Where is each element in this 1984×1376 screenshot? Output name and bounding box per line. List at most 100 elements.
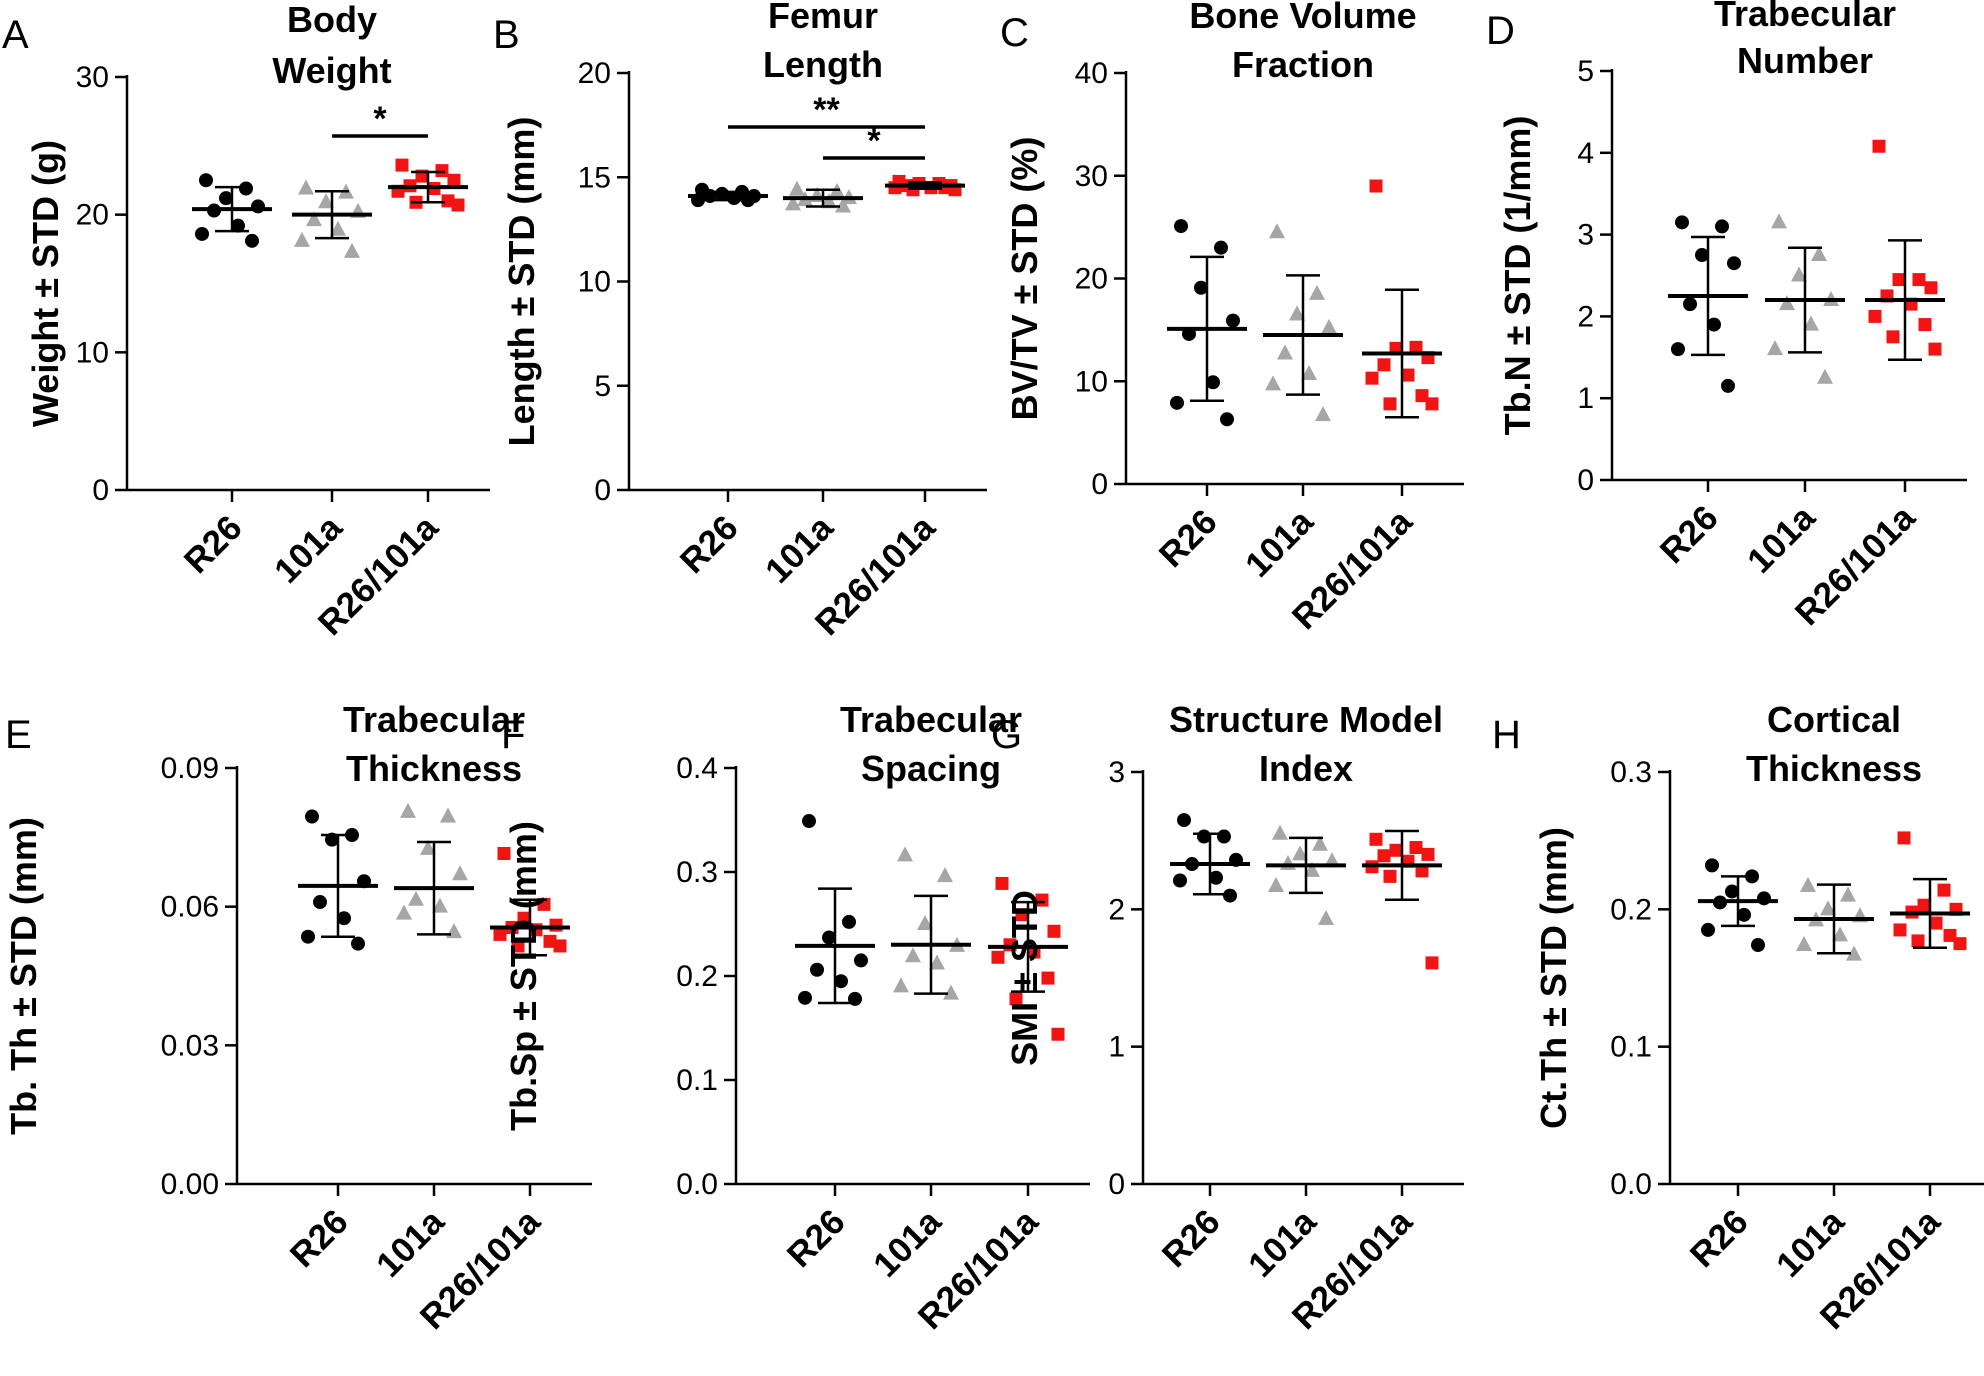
y-axis-label: Weight ± STD (g) — [25, 140, 66, 427]
panel-f: F Trabecular Spacing Tb.Sp ± STD (mm) 0.0 0.1… — [501, 699, 1090, 1337]
y-tick-label: 0.03 — [161, 1029, 219, 1062]
data-point — [1369, 179, 1383, 193]
data-point — [1425, 397, 1439, 411]
data-point — [1725, 884, 1739, 899]
data-point — [537, 897, 551, 911]
y-tick-label: 0 — [92, 474, 109, 507]
data-point — [440, 807, 456, 823]
data-point — [1409, 841, 1423, 855]
data-point — [995, 876, 1009, 890]
significance-label: * — [867, 122, 881, 160]
y-tick-label: 4 — [1577, 137, 1594, 170]
data-point — [798, 990, 812, 1005]
panel-title-line: Structure Model — [1169, 699, 1443, 740]
data-point — [888, 181, 902, 195]
panel-label: G — [991, 713, 1022, 757]
data-point — [1383, 869, 1397, 883]
y-tick-label: 0.1 — [676, 1064, 718, 1097]
data-point — [905, 947, 921, 963]
x-tick-label: R26 — [1683, 1202, 1756, 1275]
y-tick-label: 0.09 — [161, 752, 219, 785]
series-r26 — [1170, 813, 1250, 903]
y-tick-label: 0.2 — [676, 960, 718, 993]
data-point — [1937, 883, 1951, 897]
data-point — [337, 911, 351, 926]
y-tick-label: 0.06 — [161, 891, 219, 924]
data-point — [1800, 876, 1816, 892]
y-tick-label: 0.0 — [1610, 1168, 1652, 1201]
data-point — [1767, 340, 1783, 356]
y-tick-label: 0.1 — [1610, 1031, 1652, 1064]
data-point — [305, 809, 319, 824]
data-point — [344, 242, 360, 258]
panel-title-line: Weight — [272, 50, 391, 91]
data-point — [451, 198, 465, 212]
data-point — [917, 915, 933, 930]
data-point — [1803, 315, 1819, 331]
data-point — [1868, 309, 1882, 323]
data-point — [834, 974, 848, 989]
data-point — [1953, 937, 1967, 951]
panel-title-line: Thickness — [1746, 748, 1922, 789]
y-tick-label: 1 — [1577, 382, 1594, 415]
data-point — [1269, 223, 1285, 239]
series-101a — [783, 180, 863, 213]
data-point — [435, 164, 449, 178]
data-point — [432, 897, 448, 913]
series-r26 — [795, 814, 875, 1006]
data-point — [301, 929, 315, 944]
significance-label: * — [373, 100, 387, 138]
series-101a — [1263, 223, 1343, 422]
y-axis-label: Length ± STD (mm) — [501, 117, 542, 447]
data-point — [937, 867, 953, 883]
x-tick-label: 101a — [267, 508, 350, 591]
data-point — [1265, 375, 1281, 391]
data-point — [1811, 246, 1827, 262]
data-point — [1309, 284, 1325, 300]
y-tick-label: 5 — [594, 370, 611, 403]
data-point — [810, 962, 824, 977]
panel-b: B Femur Length Length ± STD (mm) 0 5 10 15 20 R26… — [493, 0, 987, 643]
x-tick-label: 101a — [758, 508, 841, 591]
series-r26-101a — [885, 174, 965, 197]
data-point — [1911, 934, 1925, 948]
data-point — [493, 927, 507, 941]
data-point — [1820, 900, 1836, 916]
panel-title-line: Length — [763, 44, 883, 85]
x-tick-label: R26 — [283, 1202, 356, 1275]
data-point — [543, 934, 557, 948]
data-point — [1705, 858, 1719, 873]
data-point — [446, 923, 462, 939]
data-point — [400, 802, 416, 818]
series-101a — [1266, 824, 1346, 925]
data-point — [420, 839, 436, 855]
data-point — [511, 939, 525, 953]
y-tick-label: 30 — [1075, 160, 1108, 193]
data-point — [893, 977, 909, 993]
data-point — [1383, 397, 1397, 411]
y-tick-label: 0 — [1108, 1168, 1125, 1201]
y-tick-label: 0.3 — [1610, 756, 1652, 789]
panel-label: D — [1486, 9, 1515, 53]
data-point — [195, 226, 209, 241]
data-point — [1757, 891, 1771, 906]
data-point — [497, 847, 511, 861]
data-point — [330, 220, 346, 236]
data-point — [1832, 926, 1848, 942]
data-point — [1912, 273, 1926, 287]
series-r26-101a — [1890, 831, 1970, 951]
data-point — [1796, 936, 1812, 952]
panel-title-line: Bone Volume — [1189, 0, 1416, 36]
y-tick-label: 0.00 — [161, 1168, 219, 1201]
data-point — [1727, 256, 1741, 271]
data-point — [1170, 395, 1184, 410]
data-point — [517, 911, 531, 925]
y-tick-label: 10 — [1075, 365, 1108, 398]
y-axis-label: Tb.N ± STD (1/mm) — [1497, 116, 1538, 436]
y-tick-label: 20 — [578, 57, 611, 90]
panel-title-line: Trabecular — [343, 699, 525, 740]
series-r26-101a — [490, 847, 570, 957]
data-point — [1737, 907, 1751, 922]
data-point — [1751, 938, 1765, 953]
